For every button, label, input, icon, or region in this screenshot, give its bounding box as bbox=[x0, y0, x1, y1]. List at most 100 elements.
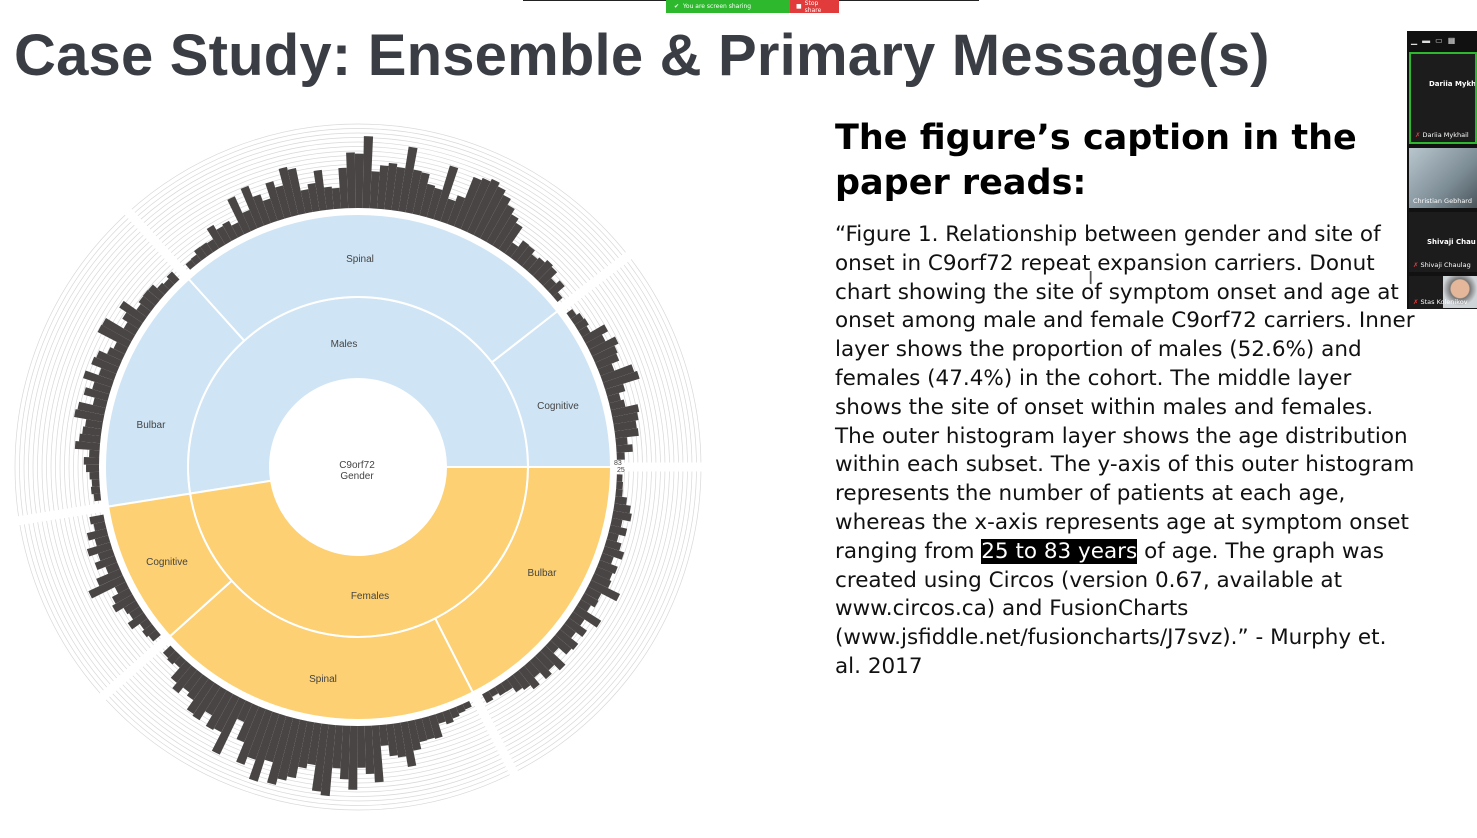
histogram-bar bbox=[612, 420, 637, 432]
histogram-bar bbox=[384, 162, 398, 212]
middle-label-female-cognitive: Cognitive bbox=[146, 557, 188, 568]
histogram-bar bbox=[614, 488, 623, 497]
histogram-bar bbox=[607, 524, 628, 537]
histogram-bar bbox=[206, 239, 220, 254]
caption-text-end: of age. The graph was created using Circ… bbox=[835, 538, 1387, 679]
histogram-bar bbox=[426, 187, 443, 221]
histogram-bar bbox=[435, 710, 446, 724]
histogram-bar bbox=[83, 370, 115, 388]
histogram-bar bbox=[89, 514, 106, 525]
muted-mic-icon: ✗ bbox=[1413, 261, 1419, 269]
histogram-bar bbox=[576, 598, 591, 612]
histogram-bar bbox=[400, 720, 417, 767]
histogram-bar bbox=[320, 723, 336, 797]
segment-gap bbox=[554, 241, 645, 315]
histogram-bar bbox=[111, 587, 134, 604]
histogram-bar bbox=[547, 280, 565, 298]
histogram-bar bbox=[362, 136, 374, 210]
minimize-icon[interactable]: ▁ bbox=[1411, 35, 1418, 45]
histogram-bar bbox=[216, 225, 232, 246]
histogram-bar bbox=[588, 336, 619, 357]
histogram-bar bbox=[83, 457, 101, 465]
histogram-bar bbox=[200, 242, 214, 258]
histogram-bar bbox=[166, 271, 181, 286]
histogram-bar bbox=[307, 721, 322, 766]
histogram-bar bbox=[348, 724, 358, 790]
histogram-bar bbox=[194, 246, 208, 262]
histogram-bar bbox=[298, 720, 315, 769]
caption-highlight: 25 to 83 years bbox=[981, 538, 1138, 564]
histogram-bar bbox=[515, 245, 535, 268]
histogram-bar bbox=[242, 209, 258, 233]
histogram-bar bbox=[88, 574, 127, 599]
histogram-bar bbox=[598, 552, 614, 565]
histogram-bar bbox=[85, 419, 104, 430]
histogram-bar bbox=[123, 599, 141, 615]
layout-icon[interactable]: ▭ bbox=[1435, 35, 1443, 45]
histogram-bar bbox=[605, 531, 619, 542]
histogram-bar bbox=[599, 364, 635, 384]
histogram-bar bbox=[77, 401, 107, 416]
histogram-bar bbox=[612, 503, 631, 514]
histogram-bar bbox=[609, 517, 623, 528]
histogram-bar bbox=[94, 555, 119, 571]
histogram-bar bbox=[162, 644, 177, 659]
participant-tile[interactable]: Shivaji Chau ✗ Shivaji Chaulag bbox=[1409, 212, 1477, 272]
histogram-bar bbox=[407, 718, 422, 751]
participant-tile[interactable]: ✗ Stas Kolenikov bbox=[1409, 276, 1477, 309]
histogram-bar bbox=[331, 187, 342, 211]
segment-gap bbox=[113, 196, 193, 282]
histogram-bar bbox=[433, 165, 459, 223]
histogram-bar bbox=[376, 165, 389, 211]
histogram-bar bbox=[89, 449, 101, 458]
histogram-bar bbox=[91, 356, 120, 375]
share-status-text: You are screen sharing bbox=[683, 3, 752, 10]
view-icon[interactable]: ▬ bbox=[1422, 35, 1431, 45]
histogram-bar bbox=[86, 464, 101, 473]
histogram-bar bbox=[393, 721, 407, 758]
histogram-bar bbox=[539, 644, 566, 671]
histogram-bar bbox=[300, 189, 313, 215]
histogram-bar bbox=[96, 350, 123, 368]
histogram-bar bbox=[549, 634, 572, 655]
donut-histogram-figure: C9orf72 Gender Males Females Spinal Cogn… bbox=[1, 123, 718, 811]
histogram-bar bbox=[498, 222, 523, 255]
histogram-bar bbox=[610, 510, 632, 522]
histogram-bar bbox=[167, 650, 182, 665]
histogram-bar bbox=[74, 441, 102, 451]
participant-tile[interactable]: Christian Gebhard bbox=[1409, 148, 1477, 208]
histogram-bar bbox=[421, 715, 435, 740]
segment-gap bbox=[468, 690, 526, 790]
histogram-bar bbox=[247, 708, 273, 760]
stop-icon: ■ bbox=[796, 3, 802, 10]
middle-label-male-bulbar: Bulbar bbox=[137, 420, 167, 431]
gallery-icon[interactable]: ▦ bbox=[1447, 35, 1456, 45]
histogram-bar bbox=[248, 710, 280, 782]
histogram-bar bbox=[357, 724, 366, 768]
histogram-bar bbox=[92, 381, 113, 395]
caption-heading: The figure’s caption in the paper reads: bbox=[835, 118, 1357, 203]
slide-title: Case Study: Ensemble & Primary Message(s… bbox=[14, 23, 1270, 88]
screen-share-bar: ✔ You are screen sharing ■ Stop share bbox=[666, 0, 839, 14]
share-status-badge: ✔ You are screen sharing bbox=[666, 0, 790, 13]
middle-segment-male-spinal bbox=[187, 213, 559, 364]
histogram-bar bbox=[278, 166, 299, 218]
histogram-bar bbox=[90, 486, 102, 495]
participant-name: ✗ Shivaji Chaulag bbox=[1413, 261, 1471, 269]
histogram-bar bbox=[97, 324, 133, 349]
histogram-bar bbox=[142, 623, 158, 638]
histogram-bar bbox=[354, 153, 364, 210]
histogram-bar bbox=[364, 724, 375, 774]
middle-segment-female-cognitive bbox=[106, 492, 234, 638]
participant-tile[interactable]: Dariia Mykha ✗ Dariia Mykhail bbox=[1409, 52, 1477, 144]
middle-label-female-spinal: Spinal bbox=[309, 674, 337, 685]
histogram-bar bbox=[523, 660, 541, 678]
histogram-bar bbox=[446, 195, 466, 228]
histogram-bar bbox=[231, 222, 245, 239]
histogram-bar bbox=[537, 266, 558, 287]
stop-share-button[interactable]: ■ Stop share bbox=[790, 0, 839, 14]
text-cursor-icon: I bbox=[1088, 268, 1094, 289]
participant-big-name: Shivaji Chau bbox=[1427, 238, 1476, 246]
histogram-bar bbox=[542, 278, 557, 292]
participant-big-name: Dariia Mykha bbox=[1429, 80, 1477, 88]
